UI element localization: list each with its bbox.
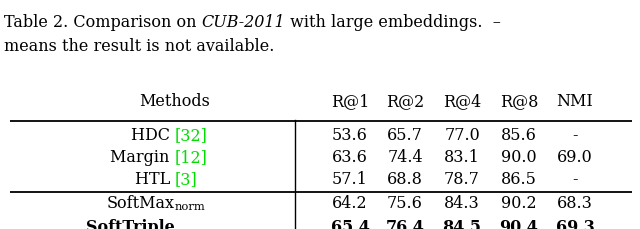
Text: norm: norm (175, 202, 205, 212)
Text: Margin: Margin (111, 150, 175, 166)
Text: 86.5: 86.5 (501, 172, 537, 188)
Text: 85.6: 85.6 (501, 128, 537, 144)
Text: 69.0: 69.0 (557, 150, 593, 166)
Text: 69.3: 69.3 (556, 218, 595, 229)
Text: means the result is not available.: means the result is not available. (4, 38, 275, 55)
Text: 74.4: 74.4 (387, 150, 423, 166)
Text: 65.4: 65.4 (331, 218, 369, 229)
Text: HDC: HDC (131, 128, 175, 144)
Text: 75.6: 75.6 (387, 196, 423, 213)
Text: 65.7: 65.7 (387, 128, 423, 144)
Text: R@8: R@8 (500, 93, 538, 110)
Text: 90.2: 90.2 (501, 196, 537, 213)
Text: R@1: R@1 (331, 93, 369, 110)
Text: 63.6: 63.6 (332, 150, 368, 166)
Text: [3]: [3] (175, 172, 198, 188)
Text: R@4: R@4 (443, 93, 481, 110)
Text: 83.1: 83.1 (444, 150, 480, 166)
Text: [32]: [32] (175, 128, 208, 144)
Text: SoftMax: SoftMax (107, 196, 175, 213)
Text: 84.5: 84.5 (442, 218, 481, 229)
Text: 78.7: 78.7 (444, 172, 480, 188)
Text: CUB-2011: CUB-2011 (202, 14, 285, 31)
Text: 53.6: 53.6 (332, 128, 368, 144)
Text: [12]: [12] (175, 150, 208, 166)
Text: Methods: Methods (140, 93, 211, 110)
Text: -: - (572, 172, 578, 188)
Text: 84.3: 84.3 (444, 196, 480, 213)
Text: NMI: NMI (557, 93, 593, 110)
Text: 77.0: 77.0 (444, 128, 480, 144)
Text: 90.4: 90.4 (500, 218, 538, 229)
Text: Table 2. Comparison on: Table 2. Comparison on (4, 14, 202, 31)
Text: HTL: HTL (134, 172, 175, 188)
Text: 57.1: 57.1 (332, 172, 368, 188)
Text: 68.3: 68.3 (557, 196, 593, 213)
Text: SoftTriple: SoftTriple (86, 218, 175, 229)
Text: R@2: R@2 (386, 93, 424, 110)
Text: 64.2: 64.2 (332, 196, 368, 213)
Text: with large embeddings.  –: with large embeddings. – (285, 14, 501, 31)
Text: -: - (572, 128, 578, 144)
Text: 68.8: 68.8 (387, 172, 423, 188)
Text: 90.0: 90.0 (501, 150, 537, 166)
Text: 76.4: 76.4 (385, 218, 424, 229)
